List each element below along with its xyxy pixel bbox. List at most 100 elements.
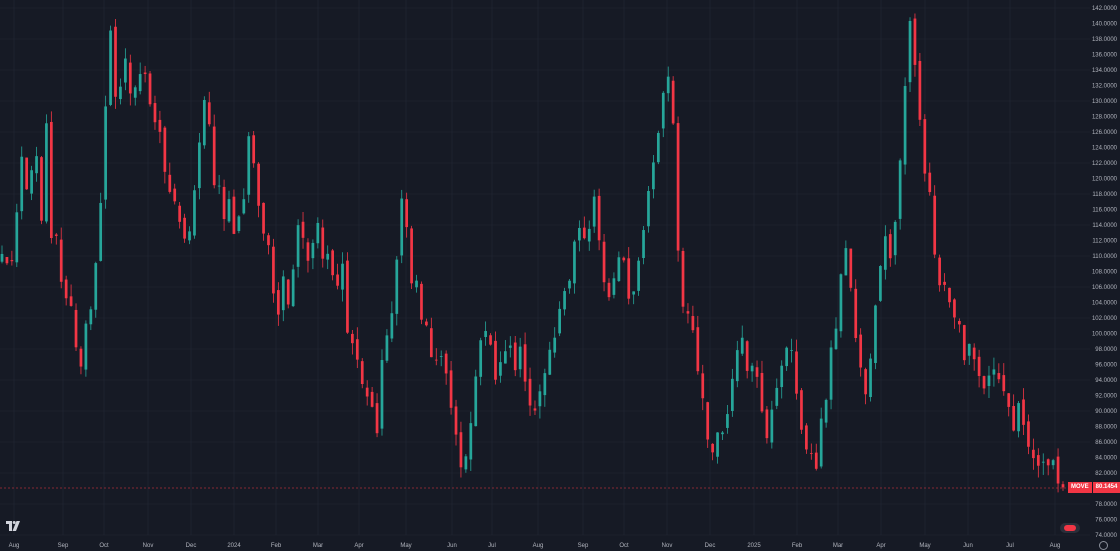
candle-body <box>69 296 73 306</box>
tradingview-logo-icon[interactable] <box>6 521 22 531</box>
candle-body <box>819 418 823 467</box>
candle-body <box>686 311 690 314</box>
flag-badge-icon[interactable] <box>1060 523 1080 533</box>
x-tick-label: Oct <box>619 543 629 549</box>
candle-body <box>676 123 680 251</box>
candle-body <box>380 359 384 429</box>
candle-body <box>247 136 251 195</box>
candle-body <box>943 281 946 285</box>
candle-body <box>508 345 512 348</box>
candle-body <box>750 365 754 372</box>
candle-body <box>188 231 191 241</box>
candle-body <box>953 299 956 318</box>
candle-body <box>558 308 561 334</box>
candle-body <box>563 291 566 310</box>
candle-body <box>124 58 127 83</box>
candle-body <box>119 86 122 100</box>
y-tick-label: 100.0000 <box>1092 332 1118 338</box>
y-tick-label: 84.0000 <box>1095 456 1117 462</box>
candle-body <box>84 323 88 370</box>
candle-body <box>597 195 601 241</box>
y-tick-label: 90.0000 <box>1095 409 1117 415</box>
time-axis[interactable]: Aug Sep Oct Nov Dec 2024 Feb Mar Apr May Jun Jul Aug… <box>9 543 1061 549</box>
candle-body <box>721 432 724 435</box>
candle-body <box>20 156 24 212</box>
candle-body <box>958 320 961 325</box>
y-tick-label: 118.0000 <box>1092 192 1117 198</box>
candle-body <box>760 372 764 412</box>
candle-body <box>617 257 621 281</box>
x-tick-label: Nov <box>143 543 154 549</box>
y-tick-label: 106.0000 <box>1092 285 1118 291</box>
candle-body <box>464 456 468 470</box>
candle-body <box>800 390 803 430</box>
candle-body <box>114 26 117 97</box>
candle-body <box>252 135 256 164</box>
candle-body <box>267 235 270 246</box>
candle-body <box>148 73 152 105</box>
candle-body <box>104 106 107 200</box>
x-tick-label: Jul <box>1006 543 1014 549</box>
candle-body <box>726 414 729 428</box>
candle-body <box>59 239 63 282</box>
candle-body <box>790 350 793 351</box>
candle-body <box>834 328 838 350</box>
candle-body <box>316 222 320 244</box>
candle-body <box>528 378 532 406</box>
candle-body <box>469 423 473 460</box>
candle-body <box>385 335 389 361</box>
candle-body <box>109 30 112 105</box>
candle-body <box>390 313 394 339</box>
candle-body <box>1056 456 1060 484</box>
y-tick-label: 112.0000 <box>1092 239 1117 245</box>
settings-icon[interactable] <box>1099 541 1108 550</box>
candle-body <box>10 260 14 262</box>
y-tick-label: 142.0000 <box>1092 6 1118 12</box>
candle-body <box>25 157 29 190</box>
y-tick-label: 102.0000 <box>1092 316 1118 322</box>
candle-body <box>494 340 497 380</box>
candle-body <box>286 279 290 305</box>
candle-body <box>163 127 167 172</box>
candle-body <box>938 257 941 286</box>
y-tick-label: 116.0000 <box>1092 208 1117 214</box>
candle-body <box>311 242 315 259</box>
y-tick-label: 110.0000 <box>1092 254 1117 260</box>
x-tick-label: Jul <box>488 543 496 549</box>
candle-body <box>99 202 103 261</box>
candle-body <box>301 221 305 238</box>
candle-body <box>879 266 882 301</box>
candle-body <box>1036 455 1040 466</box>
grid-lines <box>0 0 1090 536</box>
candle-body <box>829 347 833 400</box>
candle-body <box>351 333 354 344</box>
price-axis[interactable]: 74.000076.000078.000080.000082.000084.00… <box>1092 6 1118 539</box>
x-tick-label: Jun <box>963 543 973 549</box>
y-tick-label: 138.0000 <box>1092 37 1118 43</box>
candle-body <box>553 337 557 353</box>
candle-body <box>1041 461 1045 463</box>
y-tick-label: 98.0000 <box>1095 347 1117 353</box>
candle-body <box>375 403 379 434</box>
candle-body <box>883 236 887 270</box>
candle-body <box>178 205 182 222</box>
candle-body <box>578 227 581 241</box>
candle-body <box>627 258 631 299</box>
candle-body <box>281 276 285 311</box>
candle-body <box>666 76 670 94</box>
candle-body <box>706 402 710 440</box>
y-tick-label: 114.0000 <box>1092 223 1117 229</box>
y-tick-label: 82.0000 <box>1095 471 1117 477</box>
candle-body <box>30 170 33 194</box>
candle-body <box>193 190 196 236</box>
x-tick-label: Aug <box>1050 543 1061 549</box>
candle-body <box>869 358 872 398</box>
candle-body <box>908 20 912 83</box>
last-price-value: 80.1454 <box>1092 482 1120 493</box>
y-tick-label: 140.0000 <box>1092 22 1118 28</box>
candle-body <box>242 199 246 214</box>
x-tick-label: Mar <box>833 543 843 549</box>
candle-body <box>770 409 774 443</box>
